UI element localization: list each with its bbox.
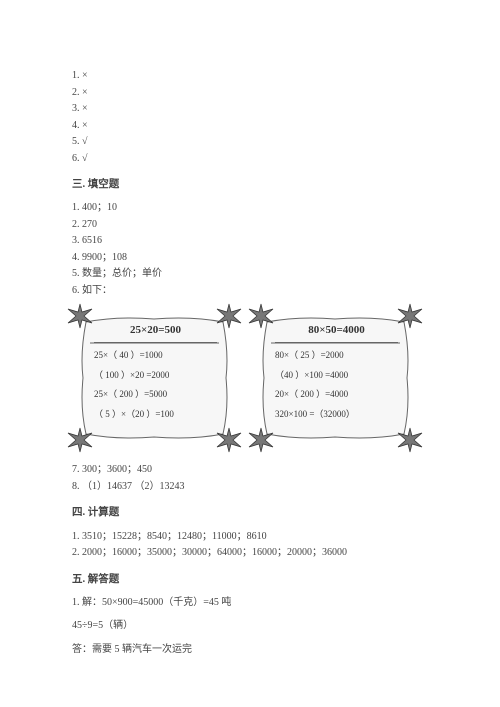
fill-item: 5. 数量；总价；单价 [72,266,445,282]
judge-item: 3. × [72,101,445,117]
mark: × [82,87,88,98]
num: 2 [72,87,77,98]
judge-item: 5. √ [72,134,445,150]
box-content: 80×50=4000 80×（ 25 ）=2000 （40 ）×100 =400… [275,322,398,427]
section4-title: 四. 计算题 [72,505,445,521]
box-row: 20×（ 200 ）=4000 [275,388,398,402]
num: 6 [72,153,77,164]
judge-item: 6. √ [72,151,445,167]
box-row: （ 100 ）×20 =2000 [94,369,217,383]
num: 1 [72,70,77,81]
box-row: 80×（ 25 ）=2000 [275,349,398,363]
mark: × [82,120,88,131]
calc-item: 2. 2000；16000；35000；30000；64000；16000；20… [72,545,445,561]
fill-item: 4. 9900；108 [72,250,445,266]
star-icon [396,302,424,330]
star-icon [247,426,275,454]
box-row: （ 5 ）×（20 ）=100 [94,408,217,422]
judge-item: 2. × [72,85,445,101]
fill-item: 7. 300；3600；450 [72,462,445,478]
section5-title: 五. 解答题 [72,572,445,588]
answer-boxes: 25×20=500 25×（ 40 ）=1000 （ 100 ）×20 =200… [72,308,445,448]
box-row: （40 ）×100 =4000 [275,369,398,383]
box-title: 80×50=4000 [275,322,398,343]
mark: × [82,70,88,81]
mark: √ [82,136,88,147]
star-icon [215,426,243,454]
section3-title: 三. 填空题 [72,177,445,193]
star-icon [396,426,424,454]
star-icon [66,302,94,330]
box-row: 25×（ 40 ）=1000 [94,349,217,363]
box-title: 25×20=500 [94,322,217,343]
answer-box-2: 80×50=4000 80×（ 25 ）=2000 （40 ）×100 =400… [253,308,418,448]
box-row: 25×（ 200 ）=5000 [94,388,217,402]
star-icon [215,302,243,330]
mark: × [82,103,88,114]
judge-item: 4. × [72,118,445,134]
calc-item: 1. 3510；15228；8540；12480；11000；8610 [72,529,445,545]
answer-item: 45÷9=5（辆） [72,618,445,634]
box-content: 25×20=500 25×（ 40 ）=1000 （ 100 ）×20 =200… [94,322,217,427]
fill-item: 8. （1）14637 （2）13243 [72,479,445,495]
judge-list: 1. × 2. × 3. × 4. × 5. √ 6. √ [72,68,445,166]
mark: √ [82,153,88,164]
answer-box-1: 25×20=500 25×（ 40 ）=1000 （ 100 ）×20 =200… [72,308,237,448]
answer-item: 答：需要 5 辆汽车一次运完 [72,642,445,658]
judge-item: 1. × [72,68,445,84]
fill-item: 3. 6516 [72,233,445,249]
star-icon [66,426,94,454]
fill-item: 1. 400；10 [72,200,445,216]
fill-item: 6. 如下： [72,283,445,299]
fill-item: 2. 270 [72,217,445,233]
num: 5 [72,136,77,147]
num: 3 [72,103,77,114]
answer-item: 1. 解：50×900=45000（千克）=45 吨 [72,595,445,611]
box-row: 320×100 =（32000） [275,408,398,422]
fill-list: 1. 400；10 2. 270 3. 6516 4. 9900；108 5. … [72,200,445,298]
star-icon [247,302,275,330]
num: 4 [72,120,77,131]
